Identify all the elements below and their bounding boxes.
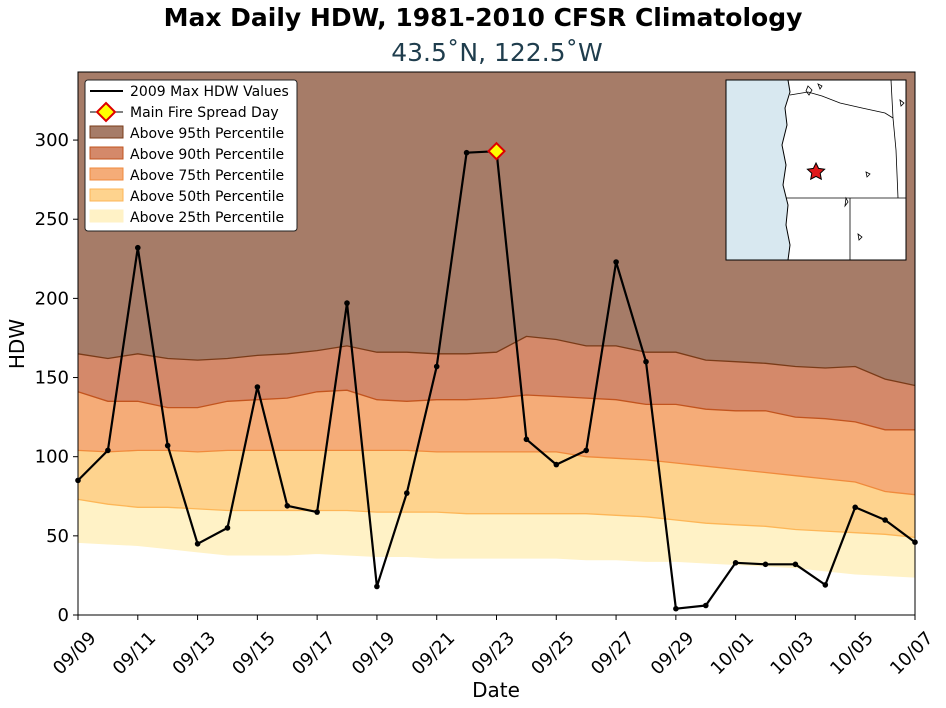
x-tick-label: 09/27 — [587, 628, 639, 680]
inset-map-frame — [725, 79, 907, 261]
data-point — [254, 384, 261, 390]
band-2 — [78, 390, 915, 495]
data-point — [224, 525, 231, 531]
legend-swatch-90 — [89, 146, 124, 160]
data-point — [822, 582, 829, 588]
location-star-icon — [806, 161, 826, 181]
data-point — [553, 461, 560, 468]
inset-map-border-or-id — [890, 79, 899, 199]
x-tick-label: 09/11 — [109, 628, 161, 680]
legend: 2009 Max HDW Values Main Fire Spread Day… — [84, 79, 298, 232]
data-point — [523, 436, 530, 443]
legend-box — [84, 79, 298, 232]
legend-entry-25: Above 25th Percentile — [130, 210, 284, 226]
legend-entry-highlight: Main Fire Spread Day — [130, 105, 279, 121]
data-point — [314, 509, 320, 515]
legend-swatch-50 — [89, 188, 124, 202]
inset-map-border-wa-or — [789, 91, 894, 119]
y-tick-label: 50 — [46, 526, 69, 547]
inset-map — [725, 79, 907, 261]
inset-map-lakes — [805, 83, 905, 241]
x-tick-label: 09/25 — [527, 628, 579, 680]
data-point — [164, 442, 171, 449]
y-tick-label: 0 — [58, 605, 69, 626]
data-point — [404, 490, 410, 496]
legend-entry-95: Above 95th Percentile — [130, 126, 284, 142]
data-point — [882, 517, 888, 523]
x-tick-label: 09/15 — [228, 628, 280, 680]
band-1 — [78, 336, 915, 430]
x-tick-label: 09/17 — [288, 628, 340, 680]
legend-entry-75: Above 75th Percentile — [130, 168, 284, 184]
x-axis-label: Date — [472, 678, 520, 702]
x-tick-label: 10/07 — [886, 628, 938, 680]
band-edge-0 — [77, 335, 916, 387]
y-tick-label: 250 — [35, 209, 69, 230]
data-point — [583, 447, 589, 454]
x-tick-label: 09/29 — [647, 628, 699, 680]
data-point — [135, 244, 141, 251]
legend-diamond-swatch — [95, 101, 117, 123]
data-point — [703, 602, 709, 609]
data-point — [194, 541, 201, 547]
legend-swatch-95 — [89, 125, 124, 139]
y-tick-label: 100 — [35, 447, 69, 468]
fire-spread-day-marker — [487, 141, 506, 161]
y-tick-label: 200 — [35, 288, 69, 309]
legend-entry-series: 2009 Max HDW Values — [130, 84, 289, 100]
x-tick-label: 10/03 — [766, 628, 818, 680]
chart-subtitle: 43.5˚N, 122.5˚W — [391, 38, 603, 67]
legend-entry-90: Above 90th Percentile — [130, 147, 284, 163]
chart-title: Max Daily HDW, 1981-2010 CFSR Climatolog… — [164, 3, 803, 32]
legend-entry-50: Above 50th Percentile — [130, 189, 284, 205]
data-point — [105, 447, 111, 454]
y-axis-ticks: 0 50 100 150 200 250 300 — [35, 130, 78, 626]
legend-swatch-25 — [89, 209, 124, 223]
band-edge-3 — [77, 498, 916, 539]
y-tick-label: 150 — [35, 368, 69, 389]
x-axis-ticks: 09/09 09/11 09/13 09/15 09/17 09/19 09/21 09/23… — [49, 615, 938, 679]
y-axis-label: HDW — [5, 319, 29, 369]
data-point — [673, 605, 679, 612]
band-edge-1 — [77, 389, 915, 431]
data-point — [643, 358, 649, 365]
x-tick-label: 09/13 — [169, 628, 221, 680]
x-tick-label: 09/23 — [468, 628, 520, 680]
x-tick-label: 09/21 — [408, 628, 460, 680]
data-point — [284, 503, 291, 509]
data-point — [792, 561, 799, 568]
highlight-layer — [487, 141, 506, 161]
band-edge-4 — [77, 541, 916, 578]
data-point — [732, 560, 739, 566]
band-3 — [78, 450, 915, 538]
data-point — [374, 583, 380, 590]
x-tick-label: 10/01 — [707, 628, 759, 680]
x-tick-label: 09/09 — [49, 628, 101, 680]
legend-swatch-75 — [89, 167, 124, 181]
y-tick-label: 300 — [35, 130, 69, 151]
x-tick-label: 10/05 — [826, 628, 878, 680]
x-tick-label: 09/19 — [348, 628, 400, 680]
inset-map-ocean — [725, 79, 791, 261]
data-point — [852, 504, 858, 511]
data-point — [433, 363, 440, 370]
band-4 — [78, 499, 915, 577]
data-point — [762, 561, 769, 568]
data-point — [613, 259, 619, 265]
data-point — [463, 149, 470, 156]
data-point — [344, 300, 350, 306]
band-edge-2 — [77, 449, 916, 496]
